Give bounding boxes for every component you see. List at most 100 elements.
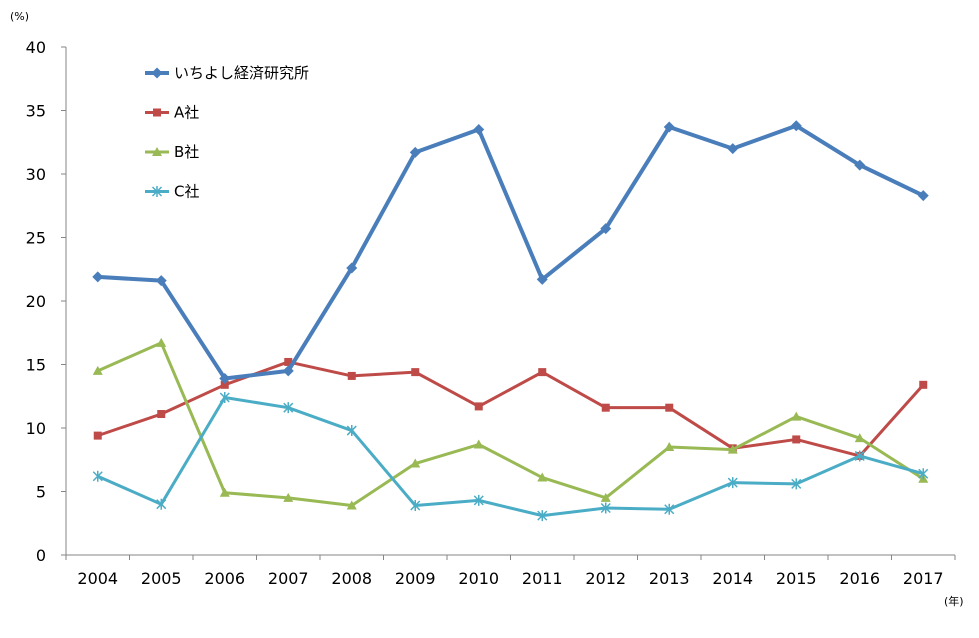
data-point bbox=[346, 262, 358, 274]
data-point bbox=[219, 392, 230, 404]
data-point bbox=[474, 402, 483, 411]
data-point bbox=[156, 337, 167, 347]
data-point bbox=[409, 146, 421, 158]
data-point bbox=[854, 159, 866, 171]
data-point bbox=[410, 458, 421, 468]
data-point bbox=[727, 444, 738, 454]
data-point bbox=[220, 380, 229, 389]
x-tick-label: 2005 bbox=[141, 569, 182, 588]
data-point bbox=[219, 372, 231, 384]
data-point bbox=[663, 121, 675, 133]
data-point bbox=[283, 492, 294, 502]
series-3 bbox=[92, 392, 929, 522]
data-point bbox=[601, 403, 610, 412]
y-tick-label: 25 bbox=[26, 229, 46, 248]
data-point bbox=[537, 472, 548, 482]
data-point bbox=[93, 431, 102, 440]
data-point bbox=[917, 190, 929, 202]
y-tick-label: 0 bbox=[36, 546, 46, 565]
x-tick-label: 2010 bbox=[458, 569, 499, 588]
data-point bbox=[410, 499, 421, 511]
x-tick-label: 2011 bbox=[522, 569, 563, 588]
data-point bbox=[727, 143, 739, 155]
data-point bbox=[283, 402, 294, 414]
legend-label: A社 bbox=[174, 104, 199, 122]
data-point bbox=[157, 410, 166, 419]
legend-item: B社 bbox=[145, 143, 199, 161]
y-tick-label: 35 bbox=[26, 102, 46, 121]
x-tick-label: 2015 bbox=[776, 569, 817, 588]
data-point bbox=[473, 124, 485, 136]
y-tick-label: 5 bbox=[36, 483, 46, 502]
y-tick-label: 10 bbox=[26, 419, 46, 438]
series-layer bbox=[92, 120, 929, 522]
x-tick-label: 2007 bbox=[268, 569, 309, 588]
legend-marker bbox=[151, 186, 163, 197]
axes: 0 5 10 15 20 25 30 35 40 2004 2005 2006 2007 2008 2009… bbox=[26, 38, 956, 588]
series-line bbox=[97, 341, 925, 507]
series-line bbox=[97, 123, 925, 381]
x-tick-label: 2017 bbox=[903, 569, 944, 588]
data-point bbox=[92, 271, 104, 283]
x-tick-label: 2012 bbox=[585, 569, 626, 588]
data-point bbox=[791, 411, 802, 421]
data-point bbox=[411, 368, 420, 377]
y-unit-label: (%) bbox=[10, 10, 29, 23]
data-point bbox=[727, 477, 738, 489]
data-point bbox=[92, 365, 103, 375]
legend-label: B社 bbox=[174, 143, 199, 161]
data-point bbox=[473, 439, 484, 449]
x-tick-label: 2006 bbox=[204, 569, 245, 588]
data-point bbox=[664, 442, 675, 452]
data-point bbox=[664, 503, 675, 515]
x-tick-label: 2008 bbox=[331, 569, 372, 588]
data-point bbox=[537, 510, 548, 522]
data-point bbox=[919, 380, 928, 389]
y-tick-label: 40 bbox=[26, 38, 46, 57]
data-point bbox=[791, 478, 802, 490]
data-point bbox=[282, 365, 294, 377]
y-tick-label: 30 bbox=[26, 165, 46, 184]
x-tick-label: 2004 bbox=[77, 569, 118, 588]
data-point bbox=[347, 371, 356, 380]
data-point bbox=[600, 492, 611, 502]
legend-marker bbox=[153, 108, 161, 117]
data-point bbox=[792, 435, 801, 444]
series-line bbox=[97, 360, 925, 458]
data-point bbox=[156, 498, 167, 510]
data-point bbox=[92, 470, 103, 482]
data-point bbox=[600, 502, 611, 514]
data-point bbox=[538, 368, 547, 377]
y-tick-label: 15 bbox=[26, 356, 46, 375]
legend-label: C社 bbox=[174, 183, 199, 201]
legend-item: A社 bbox=[145, 104, 199, 122]
data-point bbox=[219, 487, 230, 497]
data-point bbox=[284, 357, 293, 366]
data-point bbox=[346, 500, 357, 510]
data-point bbox=[536, 273, 548, 285]
x-tick-label: 2013 bbox=[649, 569, 690, 588]
legend-item: C社 bbox=[145, 183, 199, 201]
series-line bbox=[97, 396, 924, 518]
data-point bbox=[790, 120, 802, 132]
legend-item: いちよし経済研究所 bbox=[145, 64, 309, 82]
x-unit-label: (年) bbox=[944, 594, 964, 608]
data-point bbox=[854, 433, 865, 443]
data-point bbox=[346, 425, 357, 437]
data-point bbox=[665, 403, 674, 412]
legend: いちよし経済研究所 A社 B社 C社 bbox=[145, 64, 309, 201]
series-0 bbox=[92, 120, 929, 384]
legend-marker bbox=[151, 67, 163, 79]
data-point bbox=[600, 223, 612, 235]
legend-label: いちよし経済研究所 bbox=[174, 64, 309, 82]
data-point bbox=[473, 494, 484, 506]
series-2 bbox=[92, 337, 929, 510]
data-point bbox=[854, 450, 865, 462]
x-tick-label: 2009 bbox=[395, 569, 436, 588]
data-point bbox=[918, 468, 929, 480]
x-tick-label: 2014 bbox=[712, 569, 753, 588]
legend-marker bbox=[152, 147, 162, 156]
data-point bbox=[155, 275, 167, 287]
y-tick-label: 20 bbox=[26, 292, 46, 311]
